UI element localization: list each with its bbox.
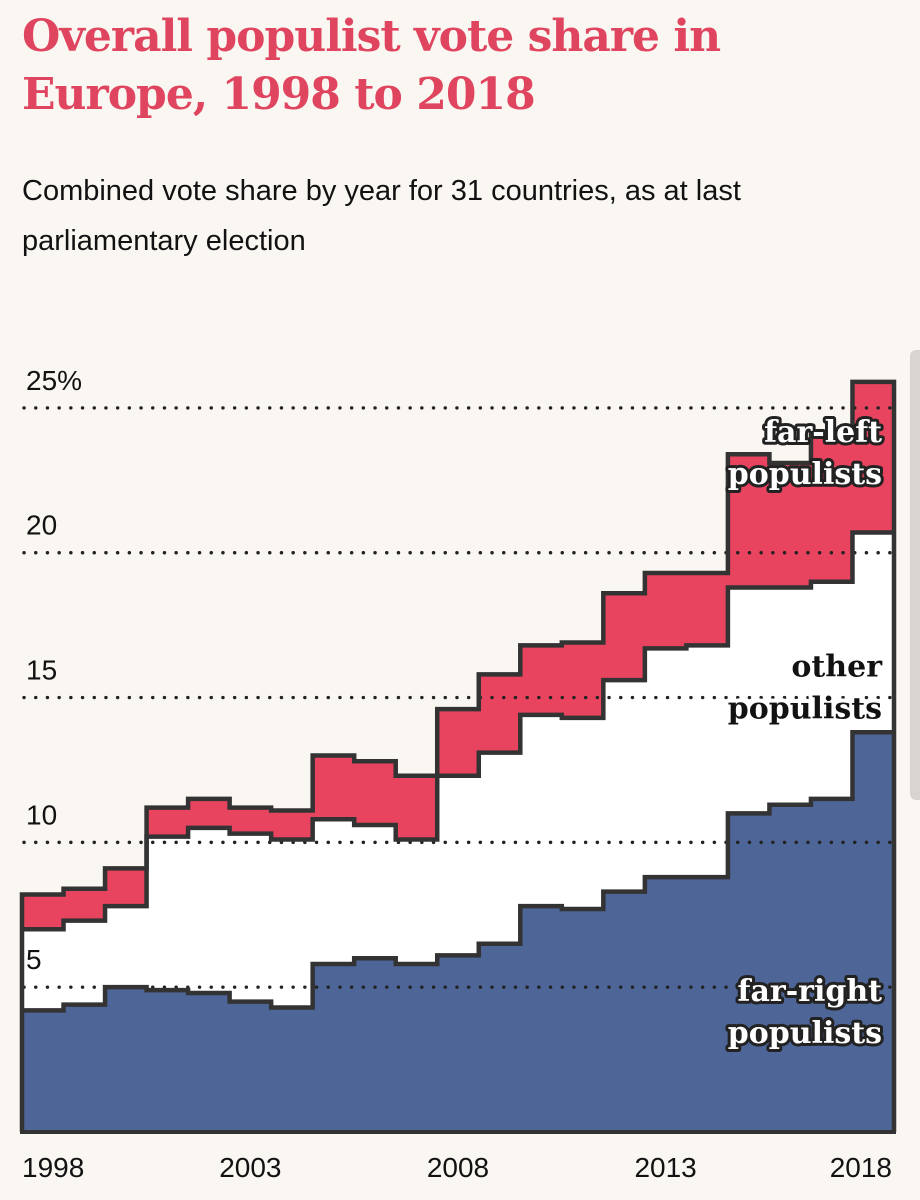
y-tick-label: 10 <box>26 799 57 830</box>
far-right-area <box>22 732 894 1132</box>
x-tick-label: 2018 <box>830 1152 892 1183</box>
x-tick-label: 2008 <box>427 1152 489 1183</box>
x-tick-label: 2013 <box>634 1152 696 1183</box>
far-left-label: far-left <box>764 415 882 450</box>
far-right-label: far-right <box>738 974 883 1009</box>
far-left-label: populists <box>728 457 882 492</box>
other-populists-label: populists <box>728 692 882 727</box>
other-populists-label: other <box>791 650 883 685</box>
y-tick-label: 5 <box>26 944 42 975</box>
x-tick-label: 1998 <box>22 1152 84 1183</box>
x-tick-label: 2003 <box>219 1152 281 1183</box>
chart-title: Overall populist vote share in Europe, 1… <box>22 11 721 120</box>
far-left-line <box>19 379 897 1132</box>
far-right-line <box>22 730 894 1013</box>
chart-subtitle: Combined vote share by year for 31 count… <box>22 175 741 257</box>
y-tick-label: 25% <box>26 365 82 396</box>
scrollbar[interactable] <box>910 350 920 800</box>
y-tick-label: 20 <box>26 510 57 541</box>
far-right-label: populists <box>728 1016 882 1051</box>
y-tick-label: 15 <box>26 655 57 686</box>
